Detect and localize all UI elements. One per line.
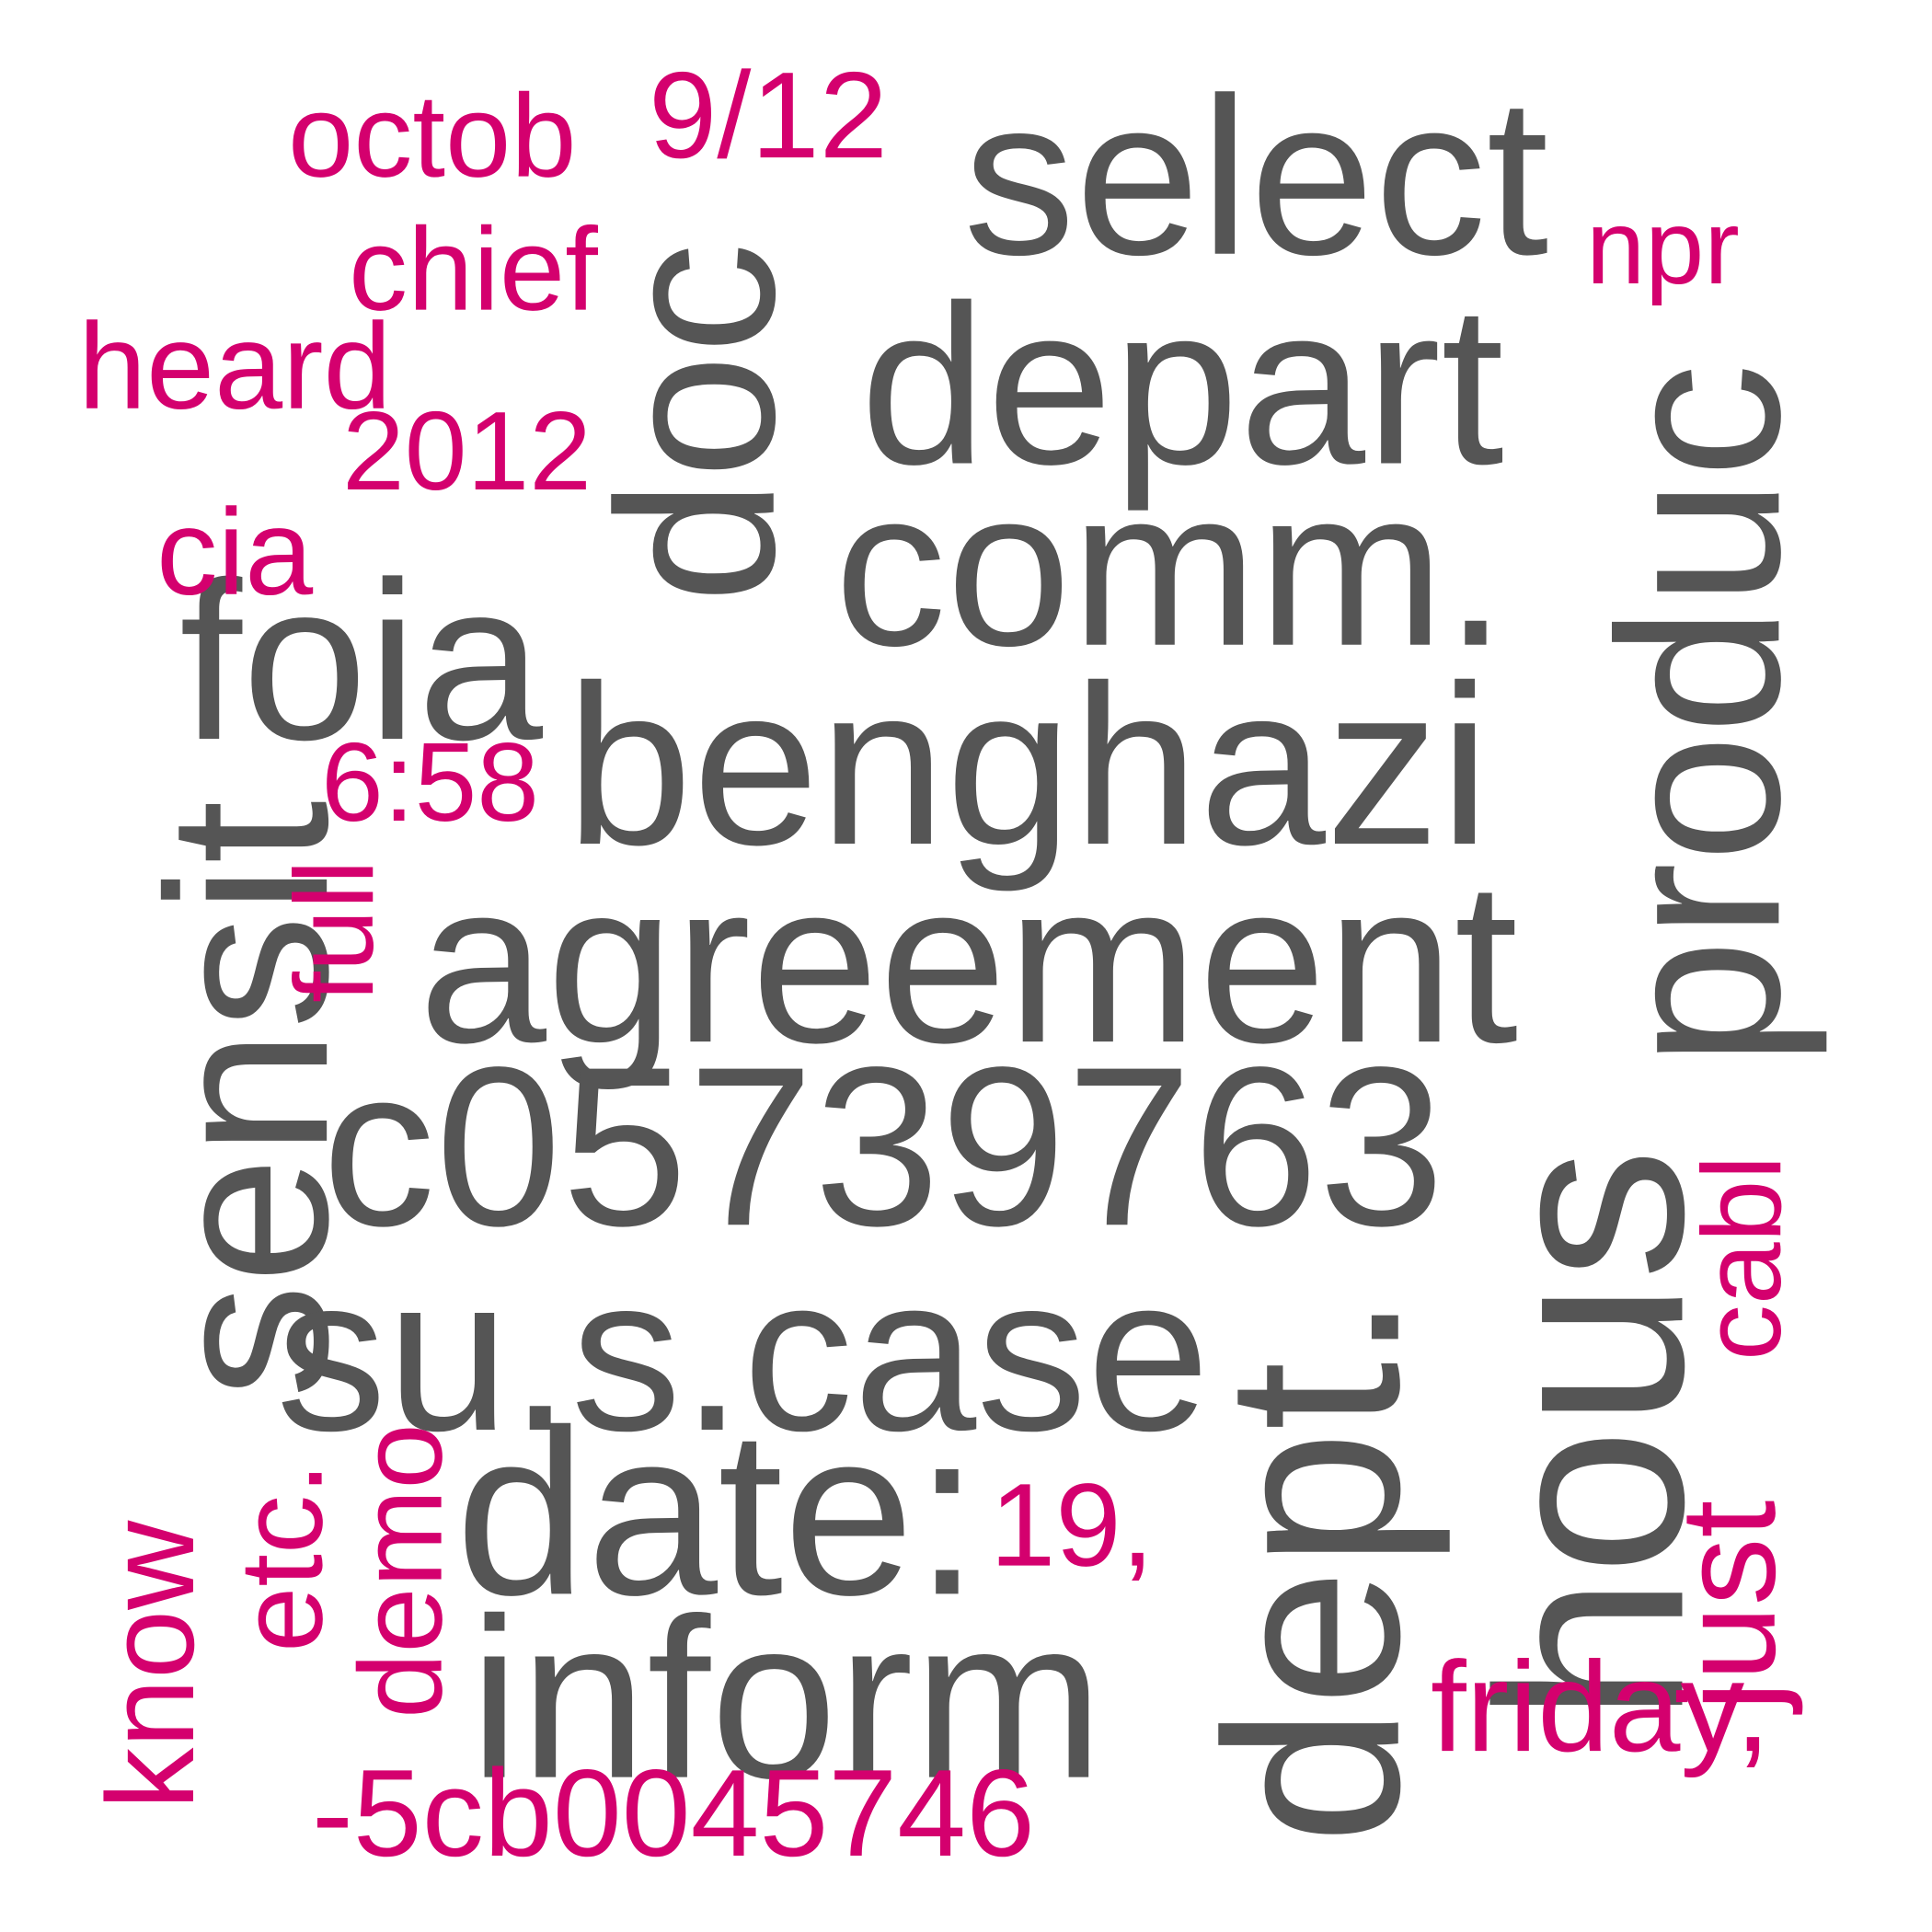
- word-6-58: 6:58: [320, 719, 540, 845]
- word-doc: doc: [571, 242, 822, 604]
- word-9-12: 9/12: [649, 46, 888, 184]
- word-chief: chief: [349, 203, 599, 336]
- word-19: 19,: [989, 1459, 1154, 1592]
- word-agreement: agreement: [419, 834, 1519, 1092]
- word-depart: depart: [860, 259, 1504, 513]
- word-sus-case: su.s.case: [276, 1230, 1210, 1478]
- word-octob: octob: [288, 70, 577, 202]
- word-demo: demo: [335, 1423, 467, 1719]
- word-etc: etc.: [215, 1462, 348, 1653]
- word-full: full: [271, 859, 397, 1004]
- word-5cb0045746: -5cb0045746: [312, 1743, 1036, 1882]
- word-inform: inform: [469, 1571, 1104, 1827]
- word-benghazi: benghazi: [566, 638, 1490, 892]
- word-friday: friday,: [1431, 1635, 1771, 1779]
- word-foia: foia: [179, 535, 544, 788]
- word-2012: 2012: [342, 388, 592, 514]
- word-heard: heard: [78, 297, 392, 435]
- word-cabl: cabl: [1679, 1155, 1805, 1361]
- word-comm: comm.: [834, 442, 1507, 693]
- word-produc: produc: [1570, 362, 1828, 1068]
- word-npr: npr: [1586, 187, 1740, 306]
- word-date: date:: [455, 1381, 980, 1645]
- word-dept: dept.: [1174, 1293, 1452, 1845]
- word-cia: cia: [156, 484, 314, 621]
- word-know: know: [81, 1520, 220, 1810]
- word-c05739763: c05739763: [322, 1020, 1445, 1274]
- word-select: select: [962, 51, 1549, 302]
